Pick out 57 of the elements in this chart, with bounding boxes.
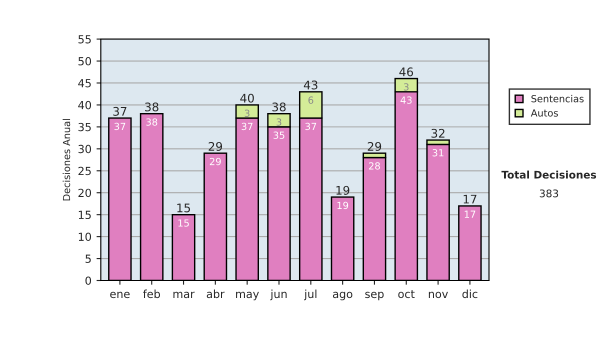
data-label: 37 bbox=[114, 122, 126, 130]
x-tick-label: jul bbox=[304, 290, 316, 300]
data-label: 17 bbox=[464, 210, 476, 218]
y-tick-label: 25 bbox=[78, 166, 91, 176]
x-tick-label: may bbox=[236, 292, 259, 300]
x-tick-label: ene bbox=[110, 292, 130, 298]
total-label: 37 bbox=[113, 106, 126, 116]
total-label: 29 bbox=[368, 142, 382, 151]
data-label: 38 bbox=[146, 118, 158, 126]
x-tick-label: sep bbox=[365, 292, 384, 300]
data-label: 28 bbox=[368, 162, 380, 170]
total-label: 43 bbox=[304, 80, 318, 90]
data-label: 35 bbox=[274, 132, 284, 139]
data-label: 15 bbox=[178, 219, 189, 227]
data-label: 6 bbox=[308, 96, 314, 104]
y-axis-title: Decisiones Anual bbox=[62, 119, 70, 200]
data-label: 29 bbox=[210, 158, 221, 166]
x-tick-label: dic bbox=[462, 290, 478, 298]
y-tick-label: 30 bbox=[78, 144, 92, 154]
data-label: 19 bbox=[338, 202, 348, 210]
total-label: 38 bbox=[145, 102, 158, 112]
x-tick-label: nov bbox=[428, 292, 448, 298]
data-label: 31 bbox=[432, 149, 444, 156]
y-tick-label: 40 bbox=[78, 100, 92, 110]
data-label: 3 bbox=[404, 83, 409, 91]
y-tick-label: 15 bbox=[78, 210, 91, 220]
data-label: 37 bbox=[305, 122, 316, 130]
x-tick-label: ago bbox=[332, 292, 352, 300]
text: Total Decisiones bbox=[501, 170, 596, 179]
data-label: 43 bbox=[400, 96, 412, 104]
x-tick-label: feb bbox=[143, 290, 160, 298]
total-label: 40 bbox=[240, 94, 254, 103]
total-label: 19 bbox=[336, 186, 350, 195]
legend-label: Sentencias bbox=[531, 94, 584, 102]
y-tick-label: 5 bbox=[86, 254, 91, 263]
total-label: 32 bbox=[431, 128, 444, 138]
x-tick-label: jun bbox=[270, 290, 287, 300]
y-tick-label: 45 bbox=[78, 79, 91, 88]
data-label: 37 bbox=[242, 122, 253, 130]
y-tick-label: 35 bbox=[78, 122, 91, 132]
total-label: 46 bbox=[399, 67, 414, 76]
total-label: 29 bbox=[208, 142, 222, 151]
data-label: 3 bbox=[276, 118, 282, 126]
legend-label: Autos bbox=[530, 109, 558, 117]
y-tick-label: 10 bbox=[78, 232, 92, 241]
x-tick-label: oct bbox=[398, 290, 415, 298]
x-tick-label: abr bbox=[206, 290, 225, 298]
y-tick-label: 20 bbox=[78, 188, 92, 198]
y-tick-label: 50 bbox=[78, 57, 92, 66]
y-tick-label: 55 bbox=[78, 35, 91, 44]
total-label: 17 bbox=[464, 194, 476, 204]
total-label: 38 bbox=[272, 102, 286, 112]
data-label: 3 bbox=[244, 110, 250, 117]
total-label: 15 bbox=[177, 204, 190, 212]
x-tick-label: mar bbox=[173, 292, 195, 298]
text: 383 bbox=[540, 189, 558, 198]
y-tick-label: 0 bbox=[85, 276, 92, 285]
